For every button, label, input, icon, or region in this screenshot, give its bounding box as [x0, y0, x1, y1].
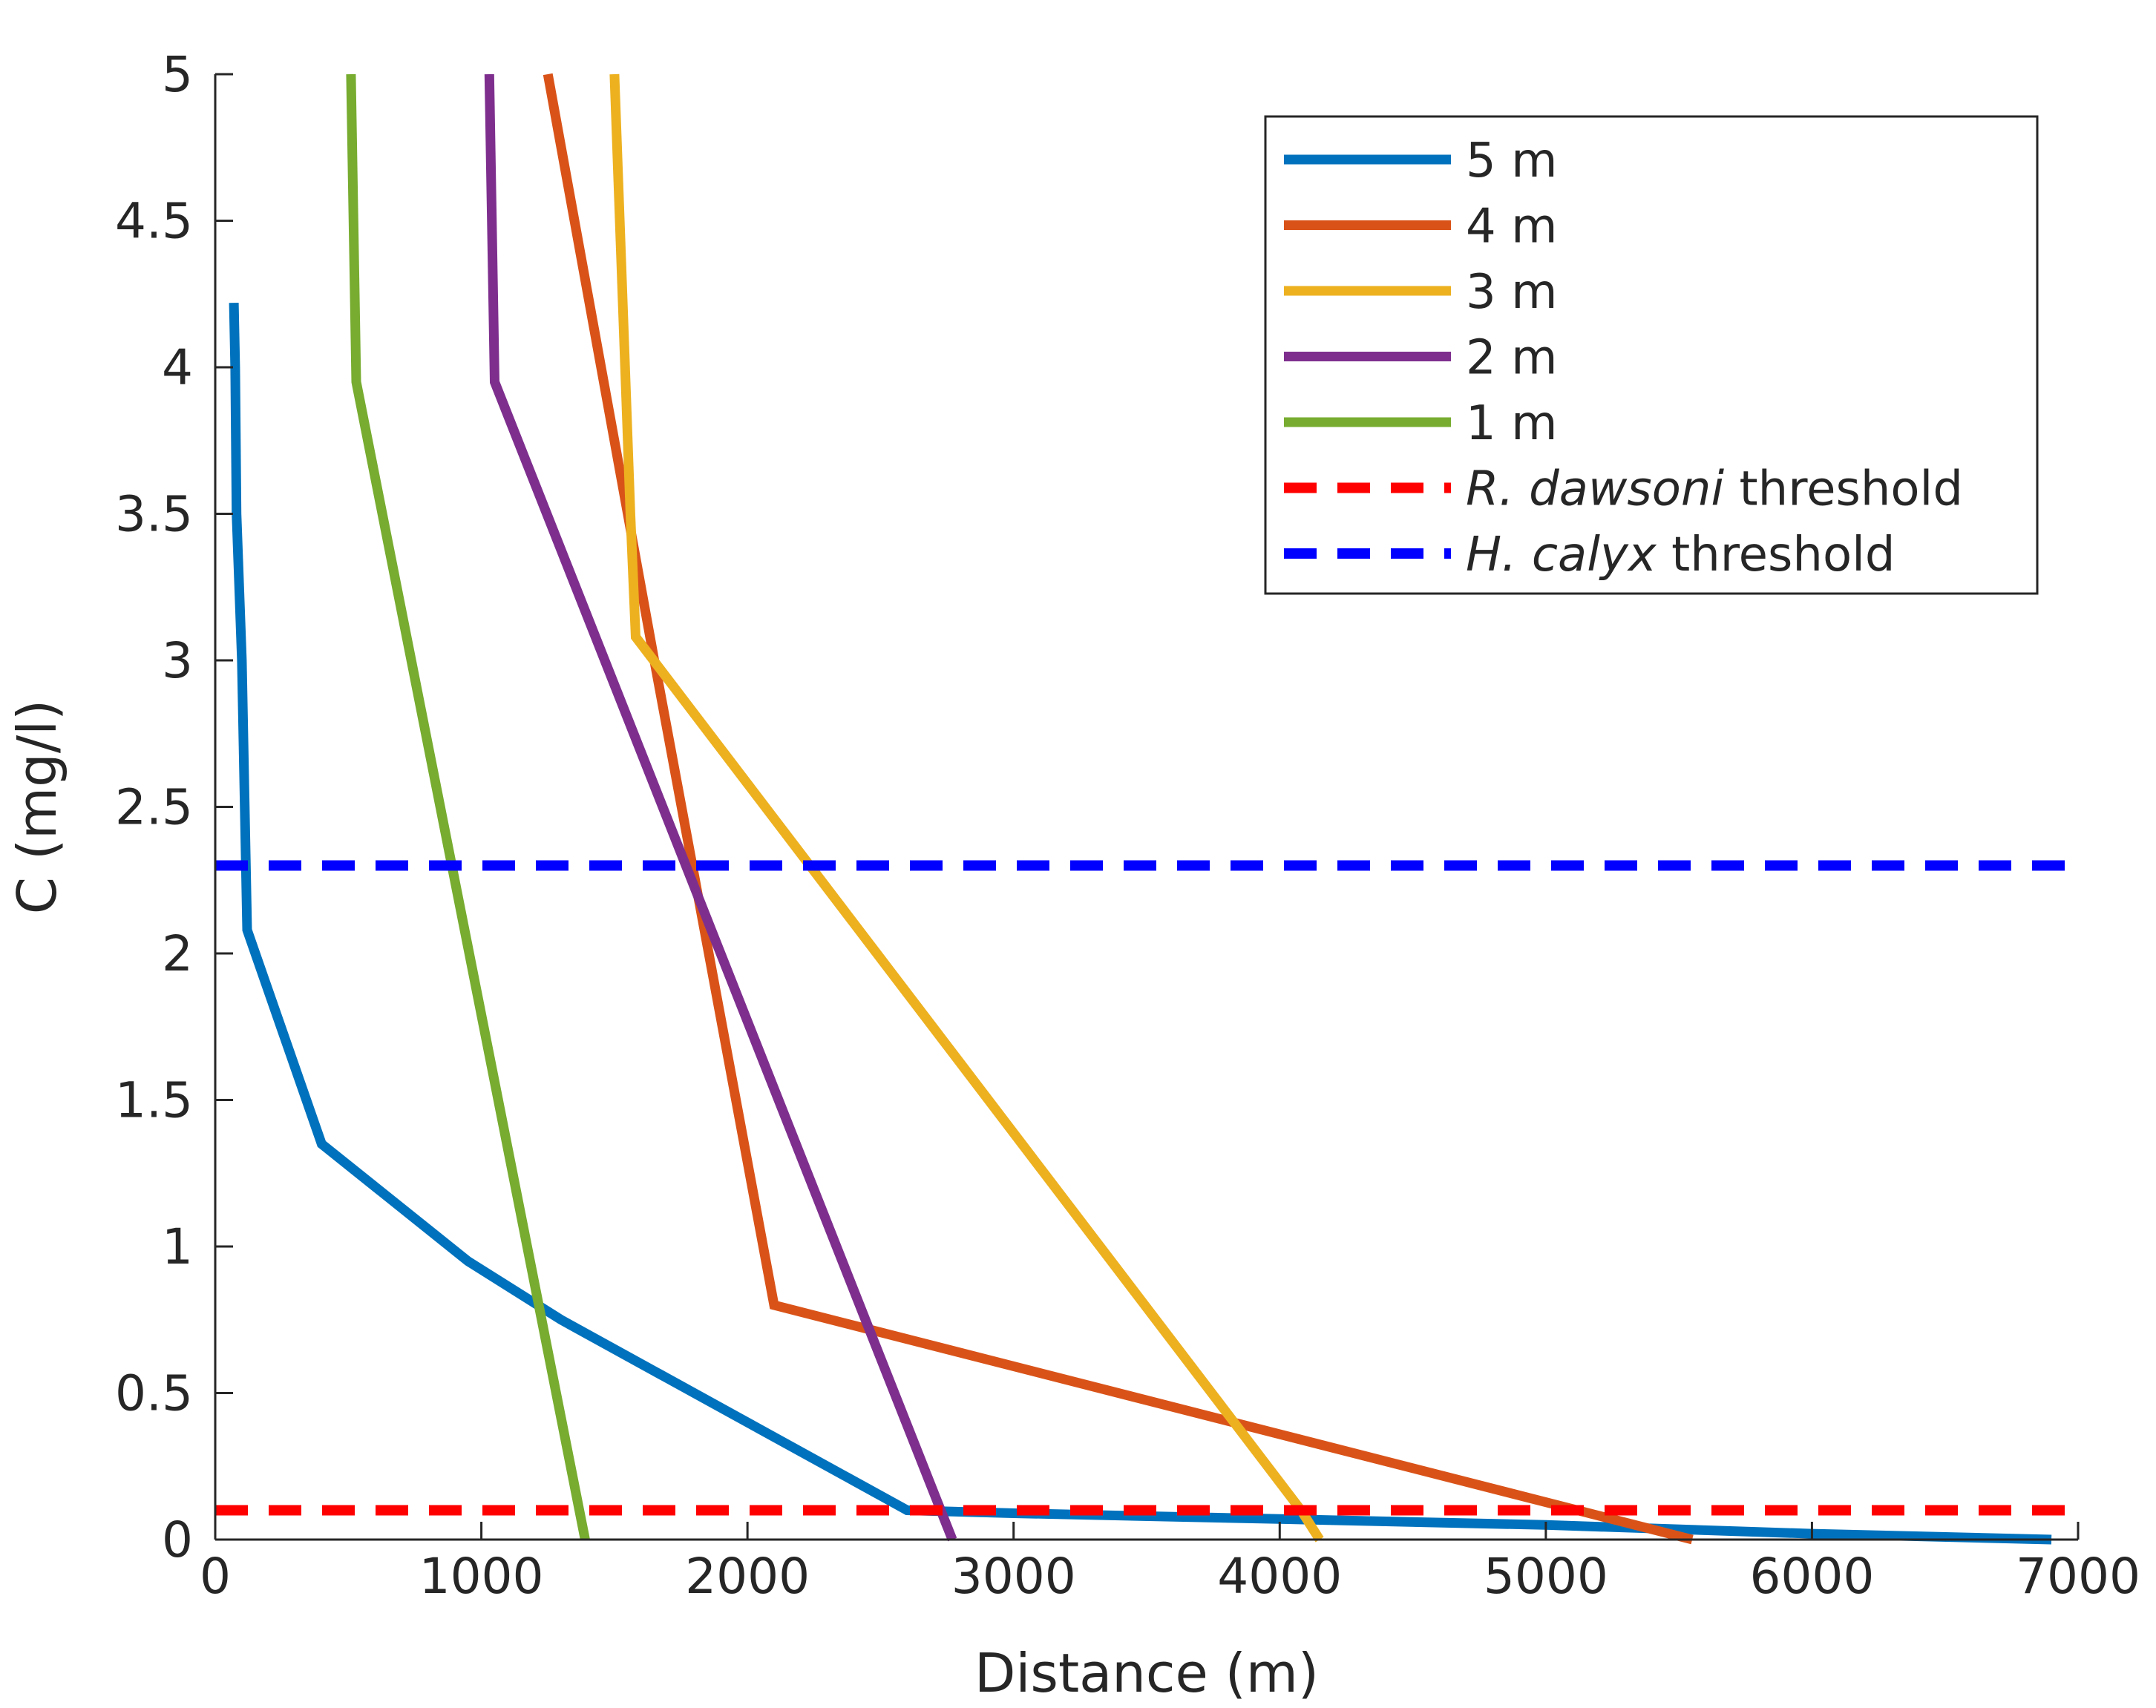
legend-label: 1 m — [1466, 396, 1557, 451]
y-tick-label: 2.5 — [115, 779, 193, 836]
x-tick-label: 7000 — [2016, 1548, 2140, 1605]
series-line-1-m — [346, 73, 590, 1541]
x-tick-label: 2000 — [685, 1548, 810, 1605]
y-tick-label: 1.5 — [115, 1072, 193, 1129]
y-tick-label: 4.5 — [115, 193, 193, 250]
axes-layer: 0 1000 2000 3000 4000 5000 6000 7000 0 0.5 1 1.5 2 2.… — [115, 46, 2140, 1605]
y-tick-label: 2 — [162, 925, 193, 982]
y-tick-label: 0.5 — [115, 1365, 193, 1422]
legend-label-suffix: threshold — [1724, 462, 1963, 517]
series-line-5-m — [229, 302, 2052, 1545]
y-tick-label: 0 — [162, 1511, 193, 1569]
y-tick-label: 3.5 — [115, 486, 193, 543]
legend-label: H. calyx threshold — [1466, 528, 1895, 582]
y-tick-label: 3 — [162, 632, 193, 689]
x-tick-label: 1000 — [419, 1548, 544, 1605]
legend-label: 2 m — [1466, 331, 1557, 386]
x-tick-label: 6000 — [1749, 1548, 1874, 1605]
y-tick-label: 1 — [162, 1218, 193, 1275]
y-tick-label: 5 — [162, 46, 193, 103]
legend-label-suffix: threshold — [1657, 528, 1895, 582]
x-axis-title: Distance (m) — [974, 1642, 1319, 1704]
series-layer — [215, 73, 2078, 1545]
legend-label: 5 m — [1466, 134, 1557, 188]
legend-label-species: R. dawsoni — [1466, 462, 1724, 517]
legend-label: 3 m — [1466, 265, 1557, 320]
x-tick-label: 5000 — [1484, 1548, 1608, 1605]
series-line-2-m — [484, 73, 957, 1542]
x-tick-label: 4000 — [1217, 1548, 1342, 1605]
y-tick-label: 4 — [162, 339, 193, 396]
legend-label: R. dawsoni threshold — [1466, 462, 1963, 517]
legend-label-species: H. calyx — [1466, 528, 1657, 582]
legend-label: 4 m — [1466, 200, 1557, 254]
x-tick-label: 0 — [200, 1548, 231, 1605]
series-line-3-m — [609, 73, 1324, 1543]
x-tick-label: 3000 — [951, 1548, 1076, 1605]
y-axis-title: C (mg/l) — [6, 700, 68, 914]
